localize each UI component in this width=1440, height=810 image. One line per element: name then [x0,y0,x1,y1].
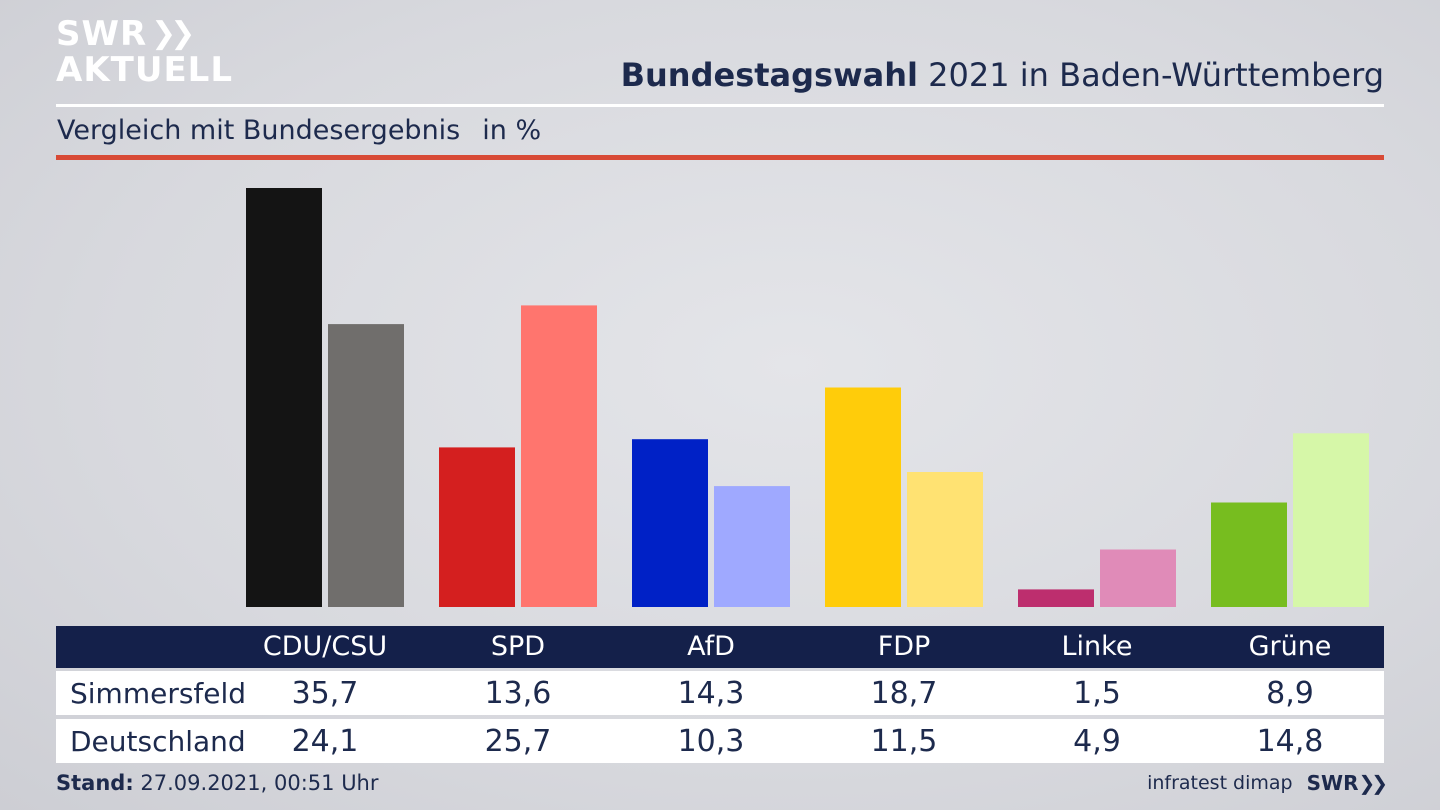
accent-divider [56,155,1384,160]
bar-spd-deutschland [521,305,597,607]
column-header: SPD [490,631,546,662]
value-cell: 13,6 [484,676,552,711]
bar-linke-deutschland [1100,549,1176,607]
timestamp: Stand: 27.09.2021, 00:51 Uhr [56,771,379,795]
logo-text-aktuell: AKTUELL [56,50,234,90]
page-title: Bundestagswahl 2021 in Baden-Württemberg [621,56,1384,94]
table-row-simmersfeld: Simmersfeld 35,7 13,6 14,3 18,7 1,5 8,9 [56,671,1384,715]
footer-chevron-icon: ❯❯ [1358,771,1387,795]
stand-label: Stand: [56,771,134,795]
title-bold: Bundestagswahl [620,56,918,94]
bar-grüne-simmersfeld [1211,502,1287,607]
table-header-row: CDU/CSU SPD AfD FDP Linke Grüne [56,626,1384,668]
bar-fdp-simmersfeld [825,387,901,607]
footer-swr-logo: SWR❯❯ [1306,771,1388,795]
value-cell: 10,3 [677,724,745,759]
source-text: infratest dimap [1147,772,1293,794]
title-rest: 2021 in Baden-Württemberg [928,56,1384,94]
bar-fdp-deutschland [907,472,983,607]
column-header: Linke [1061,631,1133,662]
logo-text-swr: SWR [56,14,148,54]
row-label: Simmersfeld [70,677,247,710]
bar-linke-simmersfeld [1018,589,1094,607]
column-header: FDP [877,631,931,662]
logo-chevron-icon: ❯❯ [151,16,195,51]
bar-cdu-csu-deutschland [328,324,404,607]
footer-logo-text: SWR [1306,771,1359,795]
column-header: CDU/CSU [262,631,388,662]
value-cell: 11,5 [870,724,938,759]
bar-cdu-csu-simmersfeld [246,188,322,607]
bar-grüne-deutschland [1293,433,1369,607]
value-cell: 4,9 [1073,724,1121,759]
bar-afd-deutschland [714,486,790,607]
value-cell: 14,3 [677,676,745,711]
chart-subtitle: Vergleich mit Bundesergebnis in % [57,115,541,146]
value-cell: 14,8 [1256,724,1324,759]
results-table: CDU/CSU SPD AfD FDP Linke Grüne Simmersfeld 35… [56,626,1384,763]
stand-value: 27.09.2021, 00:51 Uhr [140,771,379,795]
column-header: AfD [687,631,735,662]
swr-aktuell-logo: SWR ❯❯ AKTUELL [56,16,233,88]
column-header: Grüne [1248,631,1332,662]
header-divider [56,104,1384,107]
bar-spd-simmersfeld [439,447,515,607]
unit-label: in % [482,115,542,146]
bar-afd-simmersfeld [632,439,708,607]
source-credit: infratest dimap SWR❯❯ [1147,771,1388,795]
value-cell: 35,7 [291,676,359,711]
table-row-deutschland: Deutschland 24,1 25,7 10,3 11,5 4,9 14,8 [56,719,1384,763]
subtitle-text: Vergleich mit Bundesergebnis [57,115,461,146]
value-cell: 18,7 [870,676,938,711]
value-cell: 25,7 [484,724,552,759]
value-cell: 8,9 [1266,676,1314,711]
row-label: Deutschland [70,725,246,758]
value-cell: 1,5 [1073,676,1121,711]
value-cell: 24,1 [291,724,359,759]
